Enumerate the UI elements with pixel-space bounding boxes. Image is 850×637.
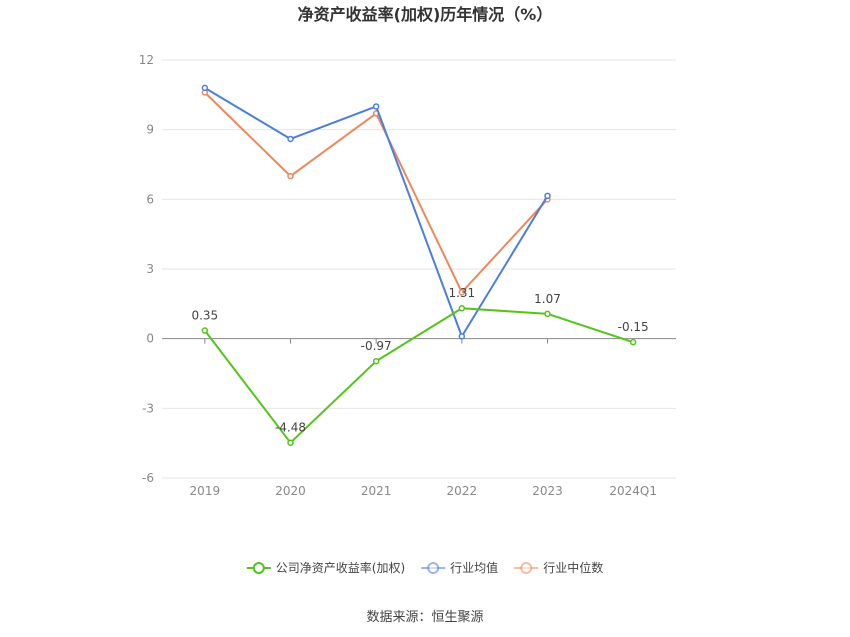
grid-lines bbox=[162, 59, 676, 479]
source-note: 数据来源：恒生聚源 bbox=[366, 610, 483, 625]
series-1-point[interactable] bbox=[201, 84, 209, 92]
data-label: -0.15 bbox=[618, 320, 649, 334]
legend-swatch-marker bbox=[520, 562, 533, 574]
series-1-point[interactable] bbox=[458, 333, 466, 340]
series-line-1 bbox=[204, 87, 549, 338]
legend-swatch-marker bbox=[252, 562, 265, 574]
x-tick-label: 2021 bbox=[361, 484, 392, 498]
y-axis: 12 9 6 3 0 -3 -6 bbox=[139, 53, 154, 485]
legend-item-0[interactable]: 公司净资产收益率(加权) bbox=[246, 560, 405, 575]
y-tick-label: 3 bbox=[146, 262, 154, 276]
legend-item-1[interactable]: 行业均值 bbox=[421, 560, 498, 575]
legend-swatch-marker bbox=[427, 562, 440, 574]
x-tick-label: 2019 bbox=[190, 484, 221, 498]
legend[interactable]: 公司净资产收益率(加权) 行业均值 行业中位数 bbox=[246, 560, 603, 575]
data-label: -4.48 bbox=[275, 421, 306, 435]
legend-label: 行业均值 bbox=[450, 560, 498, 575]
x-tick-label: 2023 bbox=[532, 484, 563, 498]
y-tick-label: 6 bbox=[146, 192, 154, 206]
series-0-point[interactable] bbox=[287, 439, 294, 446]
data-labels: 0.35 -4.48 -0.97 1.31 1.07 -0.15 bbox=[191, 286, 648, 434]
data-label: -0.97 bbox=[361, 339, 392, 353]
series-1-point[interactable] bbox=[544, 192, 551, 200]
y-tick-label: 12 bbox=[139, 53, 154, 67]
series-0-point[interactable] bbox=[201, 327, 209, 334]
x-axis: 2019 2020 2021 2022 2023 2024Q1 bbox=[190, 338, 657, 498]
data-label: 1.31 bbox=[448, 286, 475, 300]
series-0-point[interactable] bbox=[458, 304, 466, 312]
chart-title: 净资产收益率(加权)历年情况（%） bbox=[298, 5, 553, 24]
x-tick-label: 2020 bbox=[275, 484, 306, 498]
series-2-point[interactable] bbox=[287, 172, 294, 180]
legend-label: 公司净资产收益率(加权) bbox=[276, 560, 405, 575]
data-label: 1.07 bbox=[534, 292, 561, 306]
x-tick-label: 2024Q1 bbox=[609, 484, 657, 498]
series-0-point[interactable] bbox=[372, 357, 380, 365]
x-tick-label: 2022 bbox=[447, 484, 478, 498]
series-line-2 bbox=[204, 91, 549, 294]
y-tick-label: 9 bbox=[146, 123, 154, 137]
series-2-point[interactable] bbox=[458, 288, 466, 296]
legend-item-2[interactable]: 行业中位数 bbox=[514, 560, 603, 575]
y-tick-label: 0 bbox=[146, 332, 154, 346]
y-tick-label: -3 bbox=[142, 401, 154, 415]
y-tick-label: -6 bbox=[142, 471, 154, 485]
series-0-point[interactable] bbox=[544, 310, 551, 318]
legend-label: 行业中位数 bbox=[543, 560, 603, 575]
series-0-point[interactable] bbox=[629, 338, 637, 346]
data-label: 0.35 bbox=[191, 309, 218, 323]
series-line-0 bbox=[204, 307, 634, 444]
series-1-point[interactable] bbox=[287, 135, 294, 143]
series-1-point[interactable] bbox=[372, 103, 380, 110]
series-group bbox=[201, 84, 637, 446]
